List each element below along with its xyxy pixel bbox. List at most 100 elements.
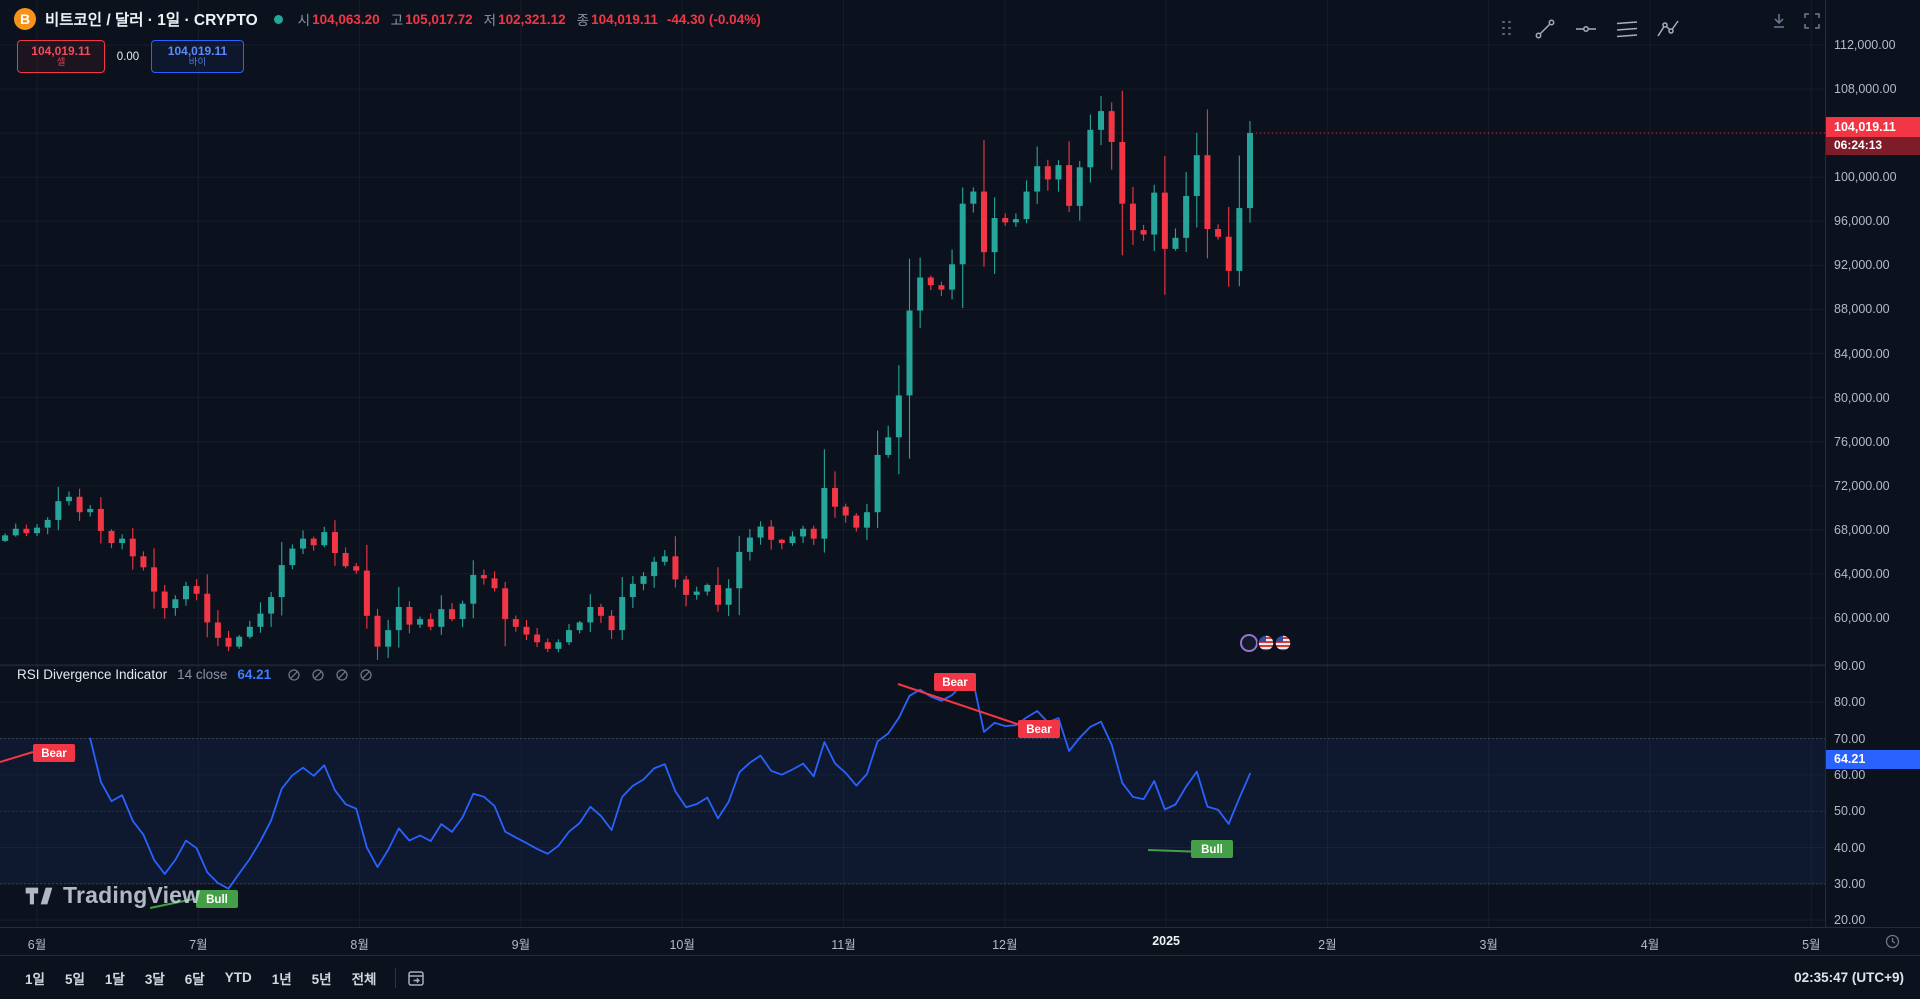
candle-body — [938, 285, 945, 290]
candle-body — [736, 551, 743, 589]
time-axis-label: 3월 — [1479, 938, 1498, 952]
trendline-tool-icon[interactable] — [1532, 16, 1558, 42]
divergence-line[interactable] — [897, 683, 1033, 730]
indicator-action-icon[interactable] — [287, 668, 301, 682]
price-axis-label: 64,000.00 — [1834, 566, 1890, 581]
indicator-value: 64.21 — [237, 667, 272, 682]
candle-body — [821, 487, 828, 539]
candle-body — [1066, 165, 1073, 206]
candle-body — [427, 619, 434, 627]
range-button[interactable]: YTD — [216, 963, 261, 993]
clock-icon[interactable] — [1884, 933, 1901, 955]
indicator-legend[interactable]: RSI Divergence Indicator 14 close 64.21 — [17, 667, 373, 682]
candle-body — [172, 599, 179, 609]
bottom-toolbar: 1일 5일 1달 3달 6달 YTD 1년 5년 전체 02:35:47 (UTC+9) — [0, 955, 1920, 999]
range-button[interactable]: 전체 — [343, 963, 386, 993]
candle-body — [480, 575, 487, 579]
range-button[interactable]: 6달 — [176, 963, 214, 993]
parallel-channel-tool-icon[interactable] — [1614, 16, 1640, 42]
candle-body — [789, 536, 796, 544]
go-to-date-icon[interactable] — [406, 968, 426, 988]
svg-text:Bear: Bear — [942, 677, 968, 689]
candle-body — [608, 615, 615, 631]
range-button[interactable]: 5년 — [303, 963, 341, 993]
bear-label[interactable]: Bear — [33, 744, 75, 762]
tradingview-watermark: TradingView — [24, 882, 200, 909]
range-button[interactable]: 1일 — [16, 963, 54, 993]
candle-body — [1108, 111, 1115, 142]
candle-body — [151, 567, 158, 592]
candle-body — [1034, 166, 1041, 192]
candle-body — [321, 532, 328, 546]
arrow-down-icon[interactable] — [1770, 12, 1788, 30]
time-axis[interactable]: 6월 7월 8월 9월 10월 11월 12월 2025 2월 3월 4월 5월 — [0, 927, 1920, 955]
indicator-action-icon[interactable] — [335, 668, 349, 682]
fullscreen-icon[interactable] — [1803, 12, 1821, 30]
rsi-axis-label: 90.00 — [1834, 659, 1866, 673]
divergence-line[interactable] — [0, 751, 34, 763]
event-flag-icon[interactable] — [1240, 634, 1258, 652]
indicator-params: 14 close — [177, 667, 228, 682]
divergence-line[interactable] — [149, 898, 195, 909]
indicator-action-icon[interactable] — [359, 668, 373, 682]
range-button[interactable]: 5일 — [56, 963, 94, 993]
candle-body — [65, 496, 72, 502]
rsi-line[interactable] — [89, 681, 1251, 890]
event-flag-icon[interactable] — [1257, 634, 1275, 652]
clock-display[interactable]: 02:35:47 (UTC+9) — [1794, 970, 1904, 985]
bar-countdown: 06:24:13 — [1826, 136, 1920, 155]
chart-canvas[interactable]: Bear Bear Bear Bull Bull — [0, 0, 1825, 927]
svg-text:Bear: Bear — [1026, 724, 1052, 736]
time-axis-label: 11월 — [831, 938, 856, 952]
bull-label[interactable]: Bull — [1191, 840, 1233, 858]
candle-body — [438, 609, 445, 627]
bear-label[interactable]: Bear — [1018, 720, 1060, 738]
candle-body — [331, 532, 338, 553]
candle-body — [683, 579, 690, 595]
candle-body — [193, 586, 200, 594]
candle-body — [502, 588, 509, 620]
candle-body — [310, 538, 317, 546]
candle-body — [140, 556, 147, 568]
candle-body — [693, 591, 700, 595]
event-flag-icon[interactable] — [1274, 634, 1292, 652]
open-label: 시 — [297, 13, 311, 28]
candle-body — [1246, 132, 1253, 209]
range-button[interactable]: 1달 — [96, 963, 134, 993]
candle-body — [1119, 141, 1126, 204]
svg-text:Bull: Bull — [206, 894, 228, 906]
candle-body — [108, 530, 115, 544]
candle-body — [246, 626, 253, 637]
price-axis-label: 72,000.00 — [1834, 478, 1890, 493]
candle-body — [725, 588, 732, 605]
rsi-axis-label: 50.00 — [1834, 804, 1866, 819]
rsi-axis-label: 70.00 — [1834, 731, 1866, 746]
bear-label[interactable]: Bear — [934, 673, 976, 691]
open-value: 104,063.20 — [312, 11, 380, 27]
candle-body — [161, 591, 168, 609]
rsi-axis-label: 80.00 — [1834, 695, 1866, 710]
buy-button[interactable]: 104,019.11 바이 — [151, 40, 244, 73]
symbol-title[interactable]: 비트코인 / 달러 · 1일 · CRYPTO — [45, 12, 258, 29]
last-price-label: 104,019.11 06:24:13 — [1826, 116, 1920, 155]
sell-price: 104,019.11 — [31, 43, 91, 58]
candle-body — [885, 437, 892, 455]
price-axis-label: 108,000.00 — [1834, 82, 1897, 97]
indicator-action-icon[interactable] — [311, 668, 325, 682]
candle-body — [1076, 167, 1083, 206]
candle-body — [23, 528, 30, 534]
time-axis-label: 2월 — [1318, 938, 1337, 952]
range-button[interactable]: 3달 — [136, 963, 174, 993]
price-axis[interactable]: 104,019.11 06:24:13 64.21 112,000.00 108,… — [1825, 0, 1920, 927]
candle-body — [587, 606, 594, 623]
horizontal-ray-tool-icon[interactable] — [1573, 16, 1599, 42]
drag-handle-icon[interactable] — [1502, 20, 1513, 38]
candle-body — [2, 535, 9, 541]
tradingview-logo-icon — [25, 887, 53, 904]
bull-label[interactable]: Bull — [196, 890, 238, 908]
time-axis-label: 12월 — [992, 938, 1018, 952]
sell-button[interactable]: 104,019.11 셀 — [17, 40, 105, 73]
candle-body — [225, 637, 232, 647]
range-button[interactable]: 1년 — [263, 963, 301, 993]
polyline-tool-icon[interactable] — [1655, 16, 1681, 42]
